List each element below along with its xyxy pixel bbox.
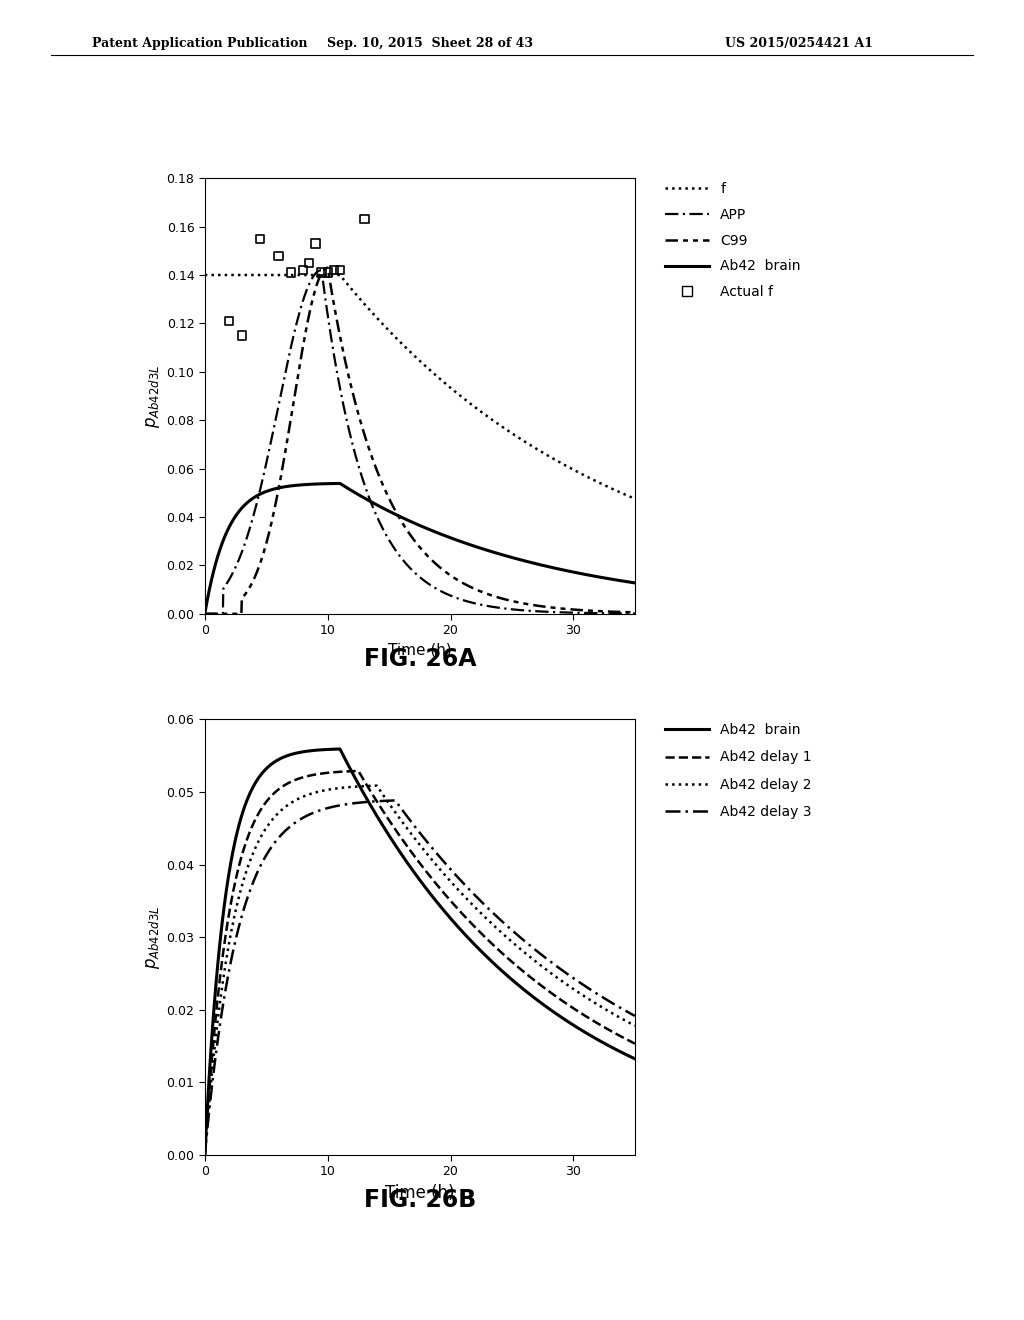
Point [270, 246, 287, 267]
Text: US 2015/0254421 A1: US 2015/0254421 A1 [725, 37, 872, 50]
Point [252, 228, 268, 249]
Point [356, 209, 373, 230]
X-axis label: Time (h): Time (h) [385, 1184, 455, 1203]
Y-axis label: $\mathit{p}_{Ab42d3L}$: $\mathit{p}_{Ab42d3L}$ [144, 906, 162, 969]
Point [233, 325, 250, 346]
Point [332, 260, 348, 281]
Point [319, 261, 336, 282]
Legend: Ab42  brain, Ab42 delay 1, Ab42 delay 2, Ab42 delay 3: Ab42 brain, Ab42 delay 1, Ab42 delay 2, … [659, 718, 817, 824]
Text: FIG. 26A: FIG. 26A [364, 647, 476, 671]
Point [301, 252, 317, 273]
Point [313, 261, 330, 282]
Y-axis label: $\mathit{p}_{Ab42d3L}$: $\mathit{p}_{Ab42d3L}$ [144, 364, 162, 428]
Text: Patent Application Publication: Patent Application Publication [92, 37, 307, 50]
Point [307, 232, 324, 253]
Point [221, 310, 238, 331]
Text: Sep. 10, 2015  Sheet 28 of 43: Sep. 10, 2015 Sheet 28 of 43 [327, 37, 534, 50]
Point [326, 260, 342, 281]
Legend: f, APP, C99, Ab42  brain, Actual f: f, APP, C99, Ab42 brain, Actual f [659, 177, 806, 305]
X-axis label: Time (h): Time (h) [388, 643, 452, 657]
Point [295, 260, 311, 281]
Text: FIG. 26B: FIG. 26B [364, 1188, 476, 1212]
Point [283, 261, 299, 282]
